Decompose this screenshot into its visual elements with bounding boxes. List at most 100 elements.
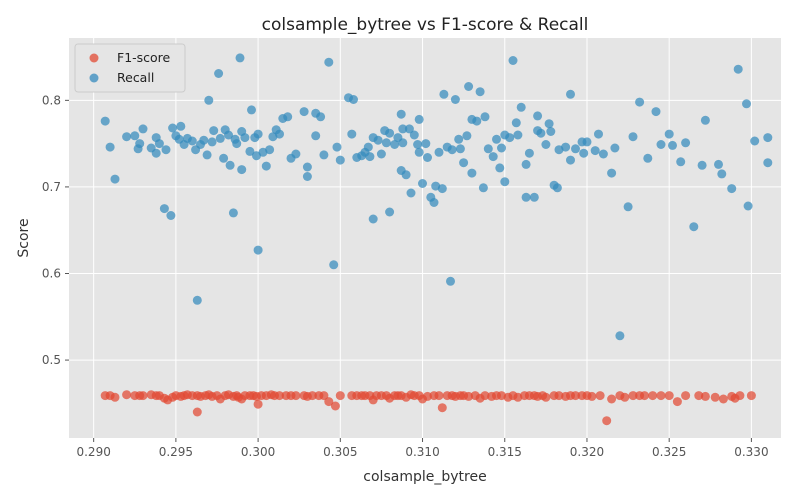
data-point-recall [615,331,625,341]
data-point-recall [401,170,411,180]
data-point-recall [381,138,391,148]
data-point-f1-score [602,416,612,426]
data-point-recall [598,149,608,159]
data-point-f1-score [122,390,132,400]
data-point-recall [332,142,342,152]
y-tick-label: 0.6 [42,266,61,280]
data-point-recall [159,204,169,214]
y-tick-label: 0.5 [42,353,61,367]
data-point-f1-score [253,399,263,409]
data-point-f1-score [330,401,340,411]
data-point-recall [253,129,263,139]
y-axis-ticks: 0.5 0.6 0.7 0.8 [42,93,69,367]
y-tick-label: 0.7 [42,180,61,194]
data-point-recall [232,139,242,149]
data-point-recall [187,136,197,146]
data-point-f1-score [480,391,490,401]
data-point-recall [454,134,464,144]
data-point-f1-score [607,394,617,404]
data-point-recall [105,142,115,152]
data-point-recall [610,143,620,153]
data-point-recall [398,138,408,148]
data-point-recall [207,137,217,147]
data-point-f1-score [700,391,710,401]
data-point-recall [607,168,617,178]
data-point-recall [409,130,419,140]
data-point-recall [635,97,645,107]
data-point-f1-score [664,391,674,401]
data-point-recall [363,142,373,152]
data-point-recall [521,159,531,169]
legend: F1-score Recall [74,43,186,93]
data-point-recall [689,222,699,232]
data-point-f1-score [554,391,564,401]
data-point-recall [681,138,691,148]
data-point-f1-score [464,391,474,401]
legend-marker-f1-score [89,53,99,63]
data-point-recall [168,123,178,133]
data-point-recall [700,115,710,125]
data-point-recall [590,146,600,156]
data-point-f1-score [710,392,720,402]
data-point-recall [240,133,250,143]
data-point-recall [390,140,400,149]
data-point-recall [228,208,238,218]
data-point-recall [302,172,312,181]
data-point-f1-score [718,394,728,404]
data-point-f1-score [192,407,202,417]
data-point-recall [192,295,202,305]
data-point-recall [541,140,551,149]
data-point-recall [396,109,406,119]
data-point-recall [373,135,383,145]
data-point-f1-score [648,391,658,401]
x-tick-label: 0.315 [488,445,522,459]
data-point-recall [733,64,743,74]
data-point-recall [446,276,455,286]
data-point-f1-score [628,391,638,401]
data-point-recall [138,124,148,134]
data-point-recall [349,95,358,104]
data-point-recall [492,134,501,144]
data-point-recall [439,89,449,99]
data-point-recall [697,160,707,170]
data-point-recall [623,202,633,212]
data-point-recall [516,102,526,112]
data-point-recall [365,152,375,162]
data-point-recall [571,144,580,154]
data-point-f1-score [587,391,597,401]
data-point-f1-score [595,391,605,401]
data-point-f1-score [735,391,745,401]
data-point-recall [413,140,423,149]
series-layer [100,53,773,426]
x-axis-label: colsample_bytree [363,469,486,485]
data-point-recall [521,192,531,202]
data-point-recall [414,147,424,157]
data-point-recall [447,145,457,155]
data-point-recall [275,129,284,139]
data-point-f1-score [434,391,444,401]
data-point-f1-score [746,391,756,401]
data-point-recall [450,95,460,104]
series-recall [100,53,773,341]
data-point-f1-score [324,397,334,407]
data-point-recall [385,207,395,217]
data-point-recall [265,145,275,155]
data-point-recall [122,132,132,142]
data-point-recall [368,214,378,224]
x-tick-label: 0.310 [405,445,439,459]
data-point-recall [161,145,171,155]
data-point-recall [151,148,161,158]
data-point-recall [717,169,727,179]
data-point-recall [209,126,219,136]
legend-label-f1-score: F1-score [117,50,171,65]
data-point-recall [329,260,339,270]
data-point-f1-score [275,391,284,401]
data-point-f1-score [672,397,682,407]
data-point-recall [524,148,534,158]
x-axis-ticks: 0.290 0.295 0.300 0.305 0.310 0.315 0.320 0.325… [76,438,769,459]
data-point-recall [219,153,229,163]
y-axis-label: Score [16,218,32,257]
data-point-recall [467,168,477,178]
data-point-recall [505,133,515,143]
